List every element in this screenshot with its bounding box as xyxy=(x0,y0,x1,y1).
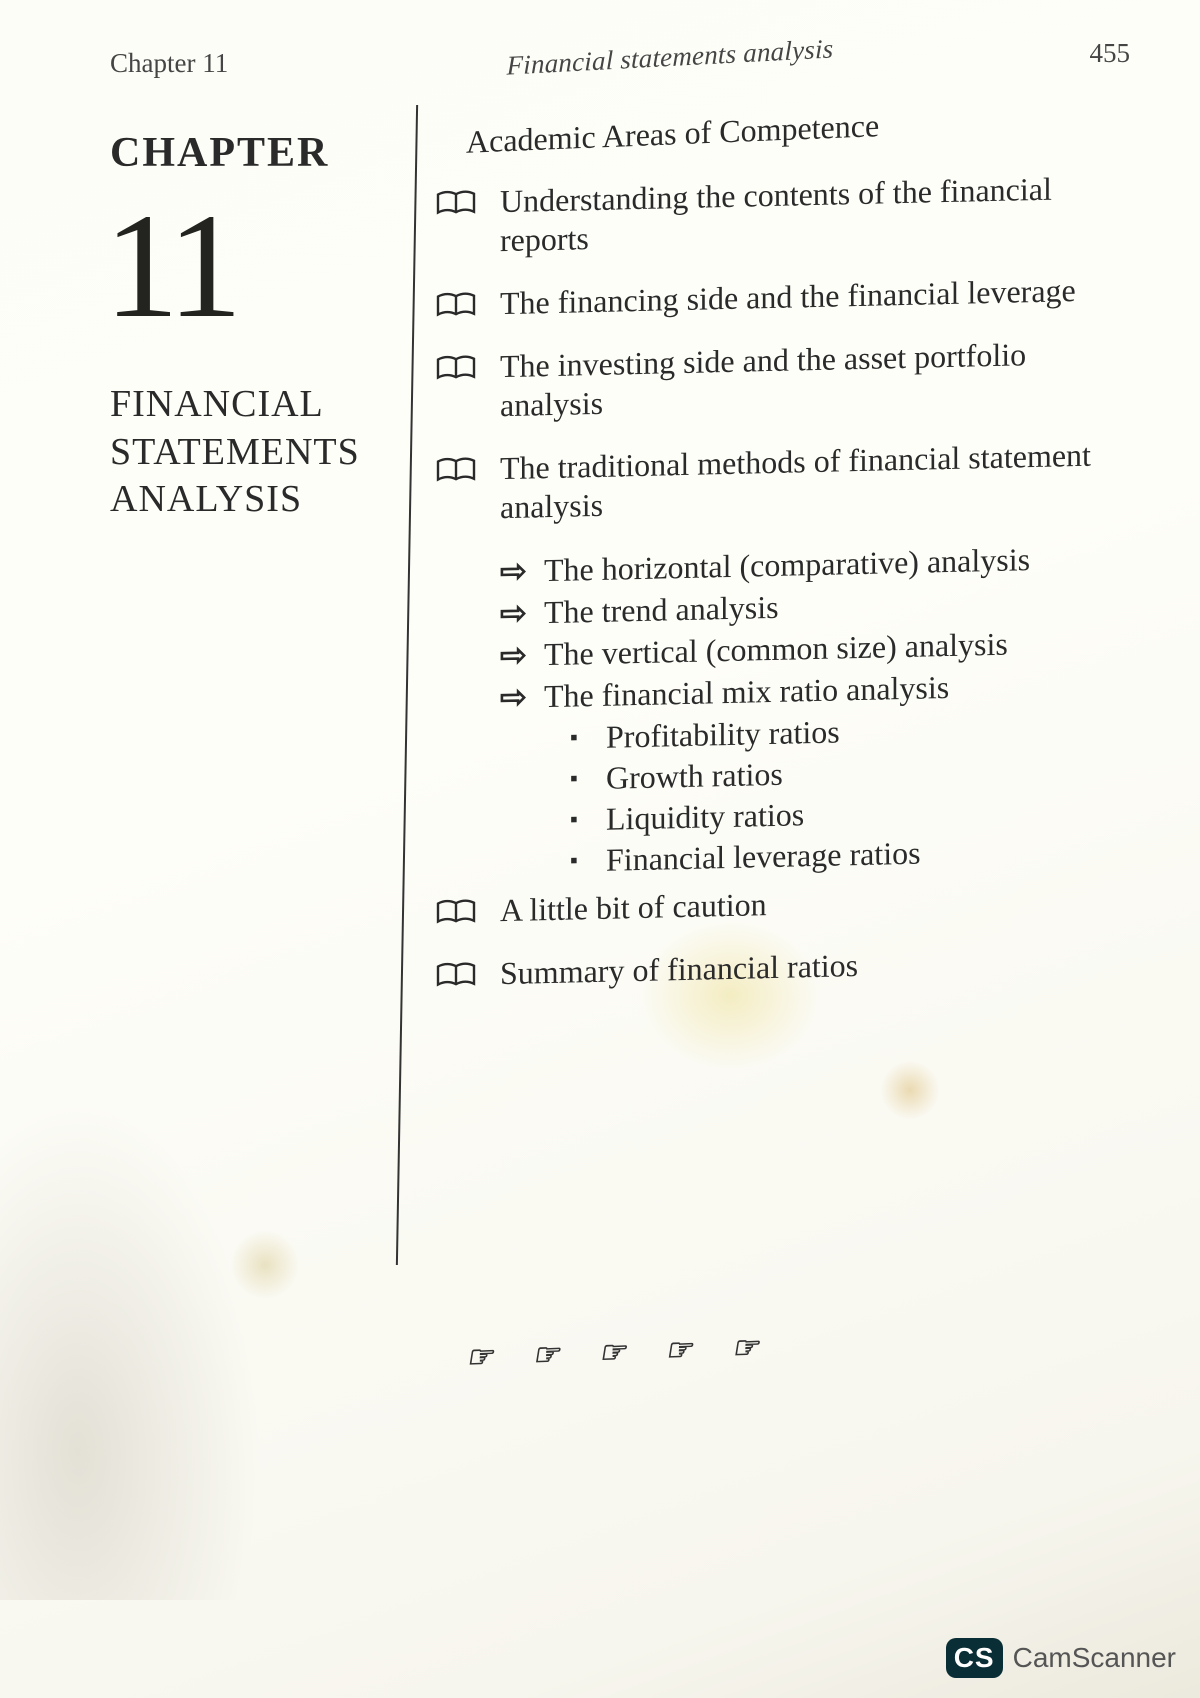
competence-heading: Academic Areas of Competence xyxy=(466,97,1130,161)
topic-text: Understanding the contents of the financ… xyxy=(500,168,1130,260)
running-head-center: Financial statements analysis xyxy=(310,23,1030,92)
sub-bullet-list: ▪ Profitability ratios ▪ Growth ratios ▪ Liqu… xyxy=(570,705,1130,882)
chapter-label: CHAPTER xyxy=(110,129,380,177)
topic-item: Summary of financial ratios xyxy=(436,940,1130,995)
topic-text: Summary of financial ratios xyxy=(500,946,858,993)
topic-item: Understanding the contents of the financ… xyxy=(436,168,1130,262)
topic-text: The investing side and the asset portfol… xyxy=(500,333,1130,425)
arrow-right-icon: ⇨ xyxy=(500,635,530,676)
chapter-number: 11 xyxy=(104,191,380,341)
topic-item: The traditional methods of financial sta… xyxy=(436,435,1130,529)
right-column: Academic Areas of Competence Understandi… xyxy=(418,103,1130,1265)
bullet-item-text: Growth ratios xyxy=(606,754,783,799)
open-book-icon xyxy=(436,291,478,325)
arrow-item-text: The trend analysis xyxy=(544,587,779,632)
running-head: Chapter 11 Financial statements analysis… xyxy=(110,48,1130,79)
page-number: 455 xyxy=(1030,38,1130,69)
square-bullet-icon: ▪ xyxy=(570,764,588,793)
scanned-page: Chapter 11 Financial statements analysis… xyxy=(0,0,1200,1698)
topic-text: A little bit of caution xyxy=(500,885,767,930)
open-book-icon xyxy=(436,898,478,932)
topic-text: The financing side and the financial lev… xyxy=(500,271,1076,323)
arrow-item-text: The financial mix ratio analysis xyxy=(544,667,949,716)
topic-item: The investing side and the asset portfol… xyxy=(436,333,1130,427)
arrow-right-icon: ⇨ xyxy=(500,593,530,634)
square-bullet-icon: ▪ xyxy=(570,805,588,834)
square-bullet-icon: ▪ xyxy=(570,846,588,875)
camscanner-text: CamScanner xyxy=(1013,1642,1176,1674)
open-book-icon xyxy=(436,354,478,388)
bullet-item-text: Liquidity ratios xyxy=(606,794,804,839)
topic-item: A little bit of caution xyxy=(436,877,1130,932)
content-columns: CHAPTER 11 FINANCIAL STATEMENTS ANALYSIS… xyxy=(110,119,1130,1265)
arrow-right-icon: ⇨ xyxy=(500,551,530,592)
running-head-left: Chapter 11 xyxy=(110,48,310,79)
topic-item: The financing side and the financial lev… xyxy=(436,270,1130,325)
bullet-item-text: Financial leverage ratios xyxy=(606,833,921,881)
topic-text: The traditional methods of financial sta… xyxy=(500,435,1130,527)
camscanner-watermark: CS CamScanner xyxy=(946,1638,1176,1678)
topics-list: Understanding the contents of the financ… xyxy=(436,168,1130,995)
bullet-item-text: Profitability ratios xyxy=(606,712,840,758)
chapter-title: FINANCIAL STATEMENTS ANALYSIS xyxy=(110,381,380,524)
left-column: CHAPTER 11 FINANCIAL STATEMENTS ANALYSIS xyxy=(110,119,400,1265)
open-book-icon xyxy=(436,961,478,995)
camscanner-badge: CS xyxy=(946,1638,1003,1678)
sub-arrow-list: ⇨The horizontal (comparative) analysis⇨T… xyxy=(500,537,1130,717)
open-book-icon xyxy=(436,189,478,223)
square-bullet-icon: ▪ xyxy=(570,723,588,752)
decorative-hands: ☞ ☞ ☞ ☞ ☞ xyxy=(110,1317,1130,1388)
open-book-icon xyxy=(436,456,478,490)
arrow-right-icon: ⇨ xyxy=(500,677,530,718)
